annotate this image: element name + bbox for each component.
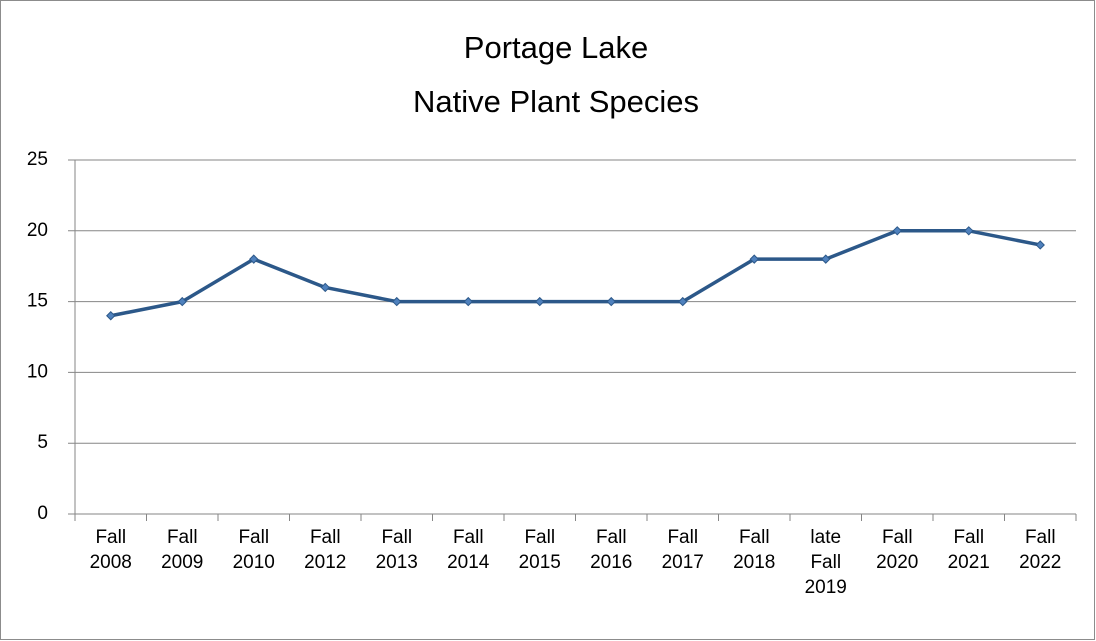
chart-title: Portage Lake	[464, 30, 648, 65]
data-point	[821, 254, 831, 264]
x-tick-label: Fall 2010	[232, 527, 275, 573]
series-line	[110, 229, 1041, 318]
x-tick-label: Fall 2021	[947, 527, 990, 573]
data-point	[749, 254, 759, 264]
y-tick-label: 25	[27, 149, 48, 170]
x-tick-label: Fall 2016	[590, 527, 633, 573]
x-tick-label: Fall 2020	[876, 527, 919, 573]
y-tick-label: 10	[27, 361, 48, 382]
data-point	[320, 282, 330, 293]
x-tick-label: Fall 2009	[161, 527, 204, 573]
data-point	[392, 296, 402, 307]
data-point	[106, 311, 116, 321]
data-point	[463, 296, 473, 307]
y-tick-label: 0	[37, 503, 48, 524]
data-point	[249, 254, 259, 264]
x-tick-label: Fall 2008	[89, 527, 132, 573]
chart-title: Native Plant Species	[413, 84, 699, 119]
data-point	[964, 226, 974, 236]
data-point	[892, 226, 902, 236]
y-tick-label: 15	[27, 291, 48, 312]
data-point	[177, 296, 187, 307]
data-point	[678, 296, 688, 307]
data-point	[606, 296, 616, 307]
x-tick-label: Fall 2012	[304, 527, 347, 573]
x-tick-label: Fall 2018	[733, 527, 776, 573]
y-tick-label: 20	[27, 220, 48, 241]
data-point	[1035, 240, 1045, 250]
x-tick-label: Fall 2022	[1019, 527, 1062, 573]
x-tick-label: Fall 2013	[375, 527, 418, 573]
x-tick-label: Fall 2017	[661, 527, 704, 573]
y-tick-label: 5	[37, 432, 48, 453]
x-tick-label: Fall 2014	[447, 527, 490, 573]
data-point	[535, 296, 545, 307]
x-tick-label: Fall 2015	[518, 527, 561, 573]
x-tick-label: late Fall 2019	[804, 527, 847, 598]
